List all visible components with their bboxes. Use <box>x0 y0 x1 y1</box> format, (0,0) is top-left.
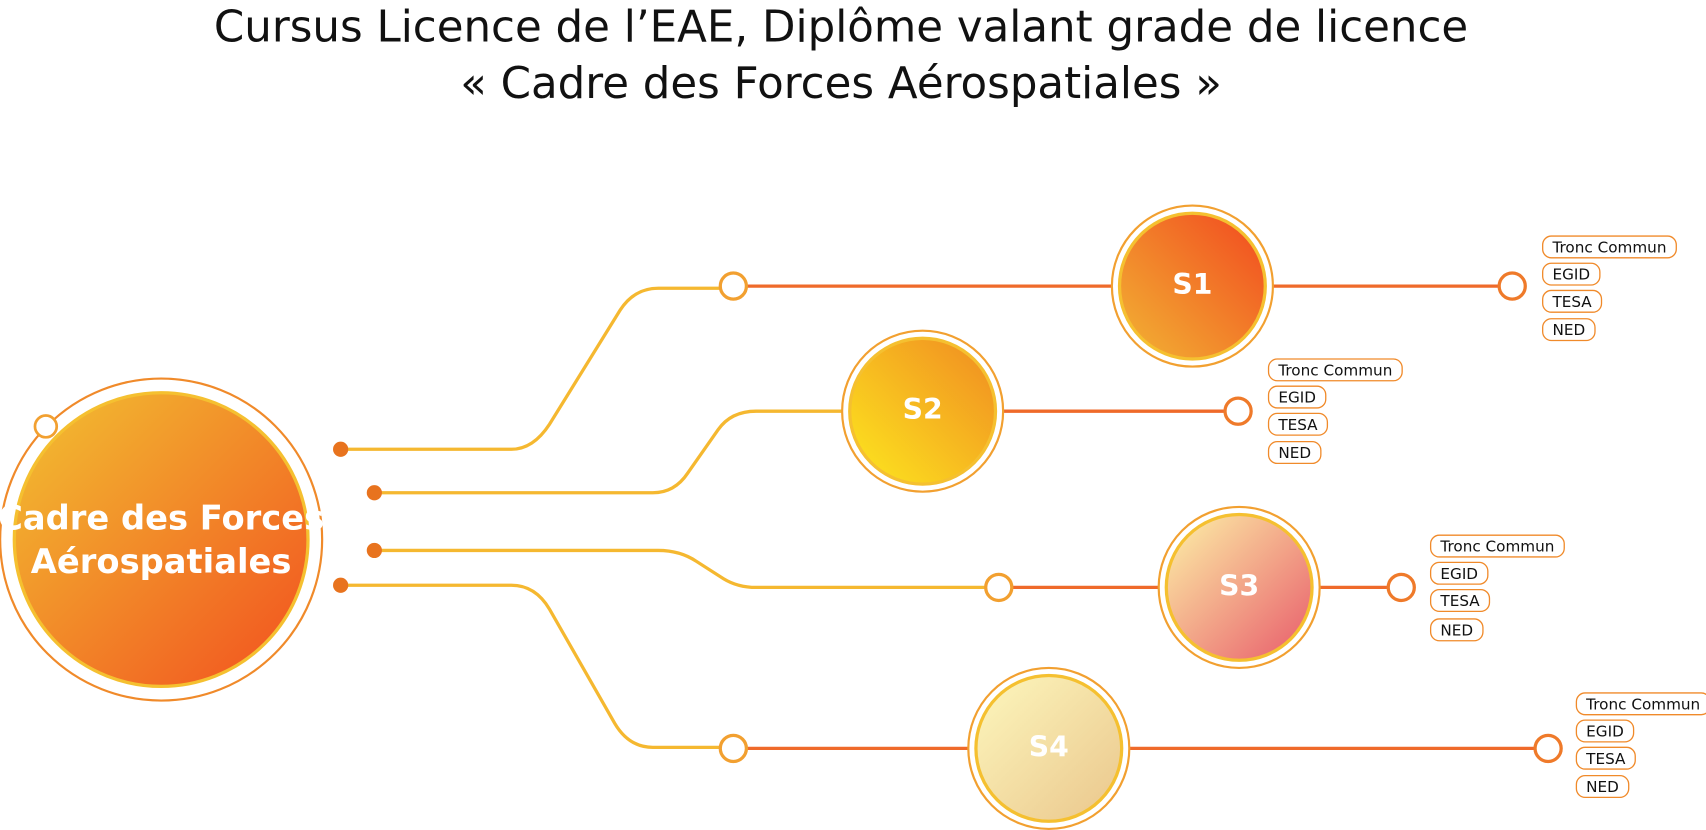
tag-label: TESA <box>1439 592 1480 610</box>
tag-box <box>1267 385 1327 409</box>
tag-box <box>1575 746 1636 770</box>
connector <box>340 583 721 749</box>
end-junction <box>1533 733 1563 764</box>
semester-label: S1 <box>1172 268 1212 301</box>
tag-box <box>1267 358 1403 382</box>
connector <box>374 409 843 495</box>
tag-box <box>1575 692 1706 716</box>
tag-label: NED <box>1278 444 1311 462</box>
tag-label: NED <box>1552 321 1585 339</box>
semester-circle <box>974 673 1124 823</box>
junction <box>718 271 749 301</box>
root-label: Cadre des Forces <box>0 498 324 537</box>
tag-box <box>1575 774 1630 799</box>
semester-circle <box>1117 211 1267 361</box>
tag-box <box>1429 561 1489 585</box>
tag-label: TESA <box>1585 750 1626 768</box>
semester-circle <box>1164 512 1314 662</box>
tag-label: EGID <box>1586 723 1624 741</box>
tag-label: EGID <box>1552 266 1590 284</box>
junction <box>984 572 1014 603</box>
tag-label: EGID <box>1440 565 1478 583</box>
connector <box>340 286 721 451</box>
semester-label: S4 <box>1029 730 1069 763</box>
tag-box <box>1429 534 1565 558</box>
root-circle <box>12 391 310 689</box>
start-dot <box>366 542 382 559</box>
semester-circle <box>848 336 998 486</box>
title-line: Cursus Licence de l’EAE, Diplôme valant … <box>214 2 1468 52</box>
end-junction <box>1497 271 1527 301</box>
tag-box <box>1267 440 1322 465</box>
tag-box <box>1429 588 1491 613</box>
end-junction <box>1223 396 1253 426</box>
start-dot <box>333 441 349 457</box>
root-label: Aérospatiales <box>31 542 292 581</box>
tag-label: NED <box>1586 778 1619 796</box>
tag-box <box>1542 262 1601 286</box>
tag-label: Tronc Commun <box>1277 361 1392 379</box>
semester-label: S2 <box>903 393 943 426</box>
tag-label: EGID <box>1278 389 1316 407</box>
tag-box <box>1267 412 1329 436</box>
tag-label: TESA <box>1277 416 1318 434</box>
tag-label: Tronc Commun <box>1551 239 1666 257</box>
tag-box <box>1542 235 1677 259</box>
tag-box <box>1429 618 1484 642</box>
junction <box>718 733 749 764</box>
connector <box>374 548 986 590</box>
tag-box <box>1542 289 1603 313</box>
tag-label: Tronc Commun <box>1439 538 1554 556</box>
start-dot <box>333 577 349 593</box>
title-line: « Cadre des Forces Aérospatiales » <box>460 59 1222 109</box>
tag-label: Tronc Commun <box>1585 695 1700 713</box>
semester-label: S3 <box>1219 569 1259 602</box>
tag-label: NED <box>1440 621 1473 639</box>
tag-label: TESA <box>1551 293 1592 311</box>
end-junction <box>1386 572 1416 603</box>
root-dot <box>33 414 59 439</box>
start-dot <box>366 485 382 501</box>
tag-box <box>1575 719 1635 743</box>
root-ring <box>0 377 324 702</box>
tag-box <box>1542 318 1596 342</box>
